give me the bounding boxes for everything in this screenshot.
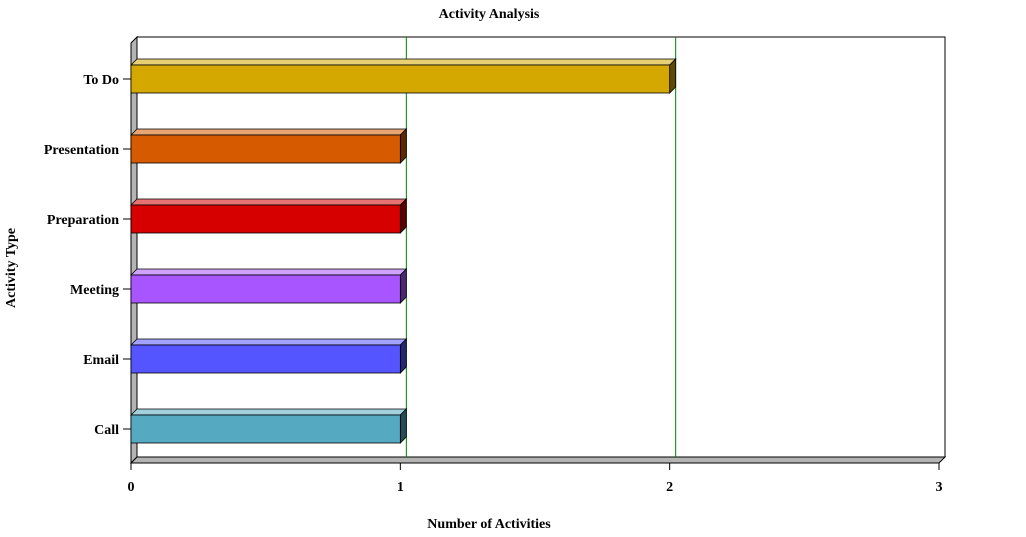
x-tick-label: 3 xyxy=(936,480,943,495)
bar-top xyxy=(130,338,408,346)
x-tick-label: 0 xyxy=(128,480,135,495)
bar-top xyxy=(130,128,408,136)
y-tick-label: Preparation xyxy=(47,213,119,228)
bar-top xyxy=(130,58,677,66)
plot-floor xyxy=(129,456,947,464)
bar xyxy=(130,204,401,234)
plot-back-wall xyxy=(136,36,946,458)
y-tick-label: Presentation xyxy=(44,143,119,158)
bar-side xyxy=(399,408,407,444)
bar-side xyxy=(399,268,407,304)
y-tick-label: To Do xyxy=(83,73,119,88)
bar xyxy=(130,344,401,374)
bar xyxy=(130,414,401,444)
bar-top xyxy=(130,408,408,416)
x-tick-label: 1 xyxy=(397,480,404,495)
plot-area: 0 1 2 3 To Do Presentation Preparation Meeting E… xyxy=(44,35,947,495)
plot-left-wall xyxy=(130,35,138,465)
y-tick-label: Email xyxy=(83,353,119,368)
bar-side xyxy=(399,128,407,164)
chart-title: Activity Analysis xyxy=(439,7,540,22)
bar xyxy=(130,134,401,164)
bar xyxy=(130,274,401,304)
bar-top xyxy=(130,198,408,206)
bar-side xyxy=(399,198,407,234)
y-tick-label: Call xyxy=(94,423,119,438)
bar xyxy=(130,64,671,94)
bar-side xyxy=(399,338,407,374)
y-axis-title: Activity Type xyxy=(4,228,19,308)
x-tick-label: 2 xyxy=(666,480,673,495)
x-axis-title: Number of Activities xyxy=(427,517,551,532)
y-tick-label: Meeting xyxy=(70,283,119,298)
bar-top xyxy=(130,268,408,276)
bar-side xyxy=(669,58,677,94)
